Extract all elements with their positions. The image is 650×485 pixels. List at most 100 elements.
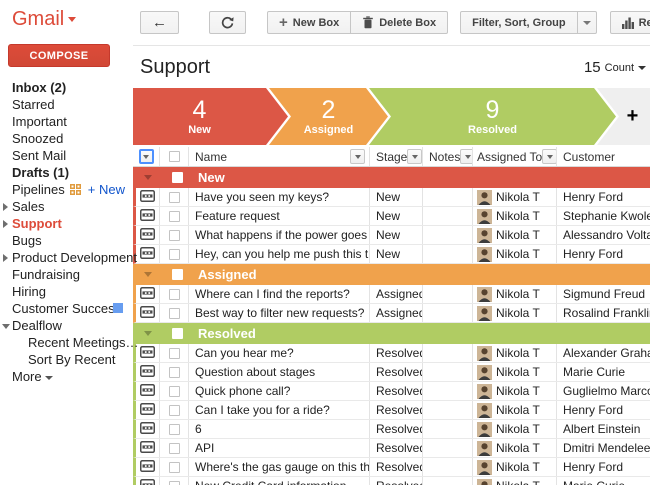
box-icon[interactable] bbox=[140, 383, 155, 399]
row-checkbox[interactable] bbox=[168, 248, 180, 260]
sidebar-item-bugs[interactable]: Bugs bbox=[12, 233, 42, 248]
row-stage[interactable]: Resolved bbox=[370, 439, 423, 457]
row-assigned-cell[interactable]: Nikola T bbox=[473, 285, 557, 303]
table-row[interactable]: Hey, can you help me push this thing? Ne… bbox=[133, 245, 650, 264]
row-checkbox[interactable] bbox=[168, 404, 180, 416]
row-customer[interactable]: Henry Ford bbox=[563, 460, 624, 474]
box-icon[interactable] bbox=[140, 440, 155, 456]
row-name[interactable]: Hey, can you help me push this thing? bbox=[189, 245, 370, 263]
sidebar-item-important[interactable]: Important bbox=[12, 114, 67, 129]
box-icon[interactable] bbox=[140, 189, 155, 205]
table-row[interactable]: What happens if the power goes out? New … bbox=[133, 226, 650, 245]
sidebar-item-dealflow[interactable]: Dealflow bbox=[0, 317, 133, 334]
row-customer[interactable]: Dmitri Mendeleev bbox=[563, 441, 650, 455]
section-header[interactable]: Assigned bbox=[133, 264, 650, 285]
sidebar-item-hiring[interactable]: Hiring bbox=[12, 284, 46, 299]
row-customer[interactable]: Albert Einstein bbox=[563, 422, 641, 436]
sidebar-item-snoozed[interactable]: Snoozed bbox=[12, 131, 64, 146]
row-assigned-cell[interactable]: Nikola T bbox=[473, 401, 557, 419]
name-column-dropdown[interactable] bbox=[350, 149, 365, 164]
row-checkbox[interactable] bbox=[168, 423, 180, 435]
sidebar-item-inbox[interactable]: Inbox (2) bbox=[12, 80, 67, 95]
box-icon[interactable] bbox=[140, 421, 155, 437]
chevron-down-icon[interactable] bbox=[2, 324, 10, 329]
row-assigned-cell[interactable]: Nikola T bbox=[473, 439, 557, 457]
row-assigned-cell[interactable]: Nikola T bbox=[473, 188, 557, 206]
row-checkbox[interactable] bbox=[168, 385, 180, 397]
row-notes[interactable] bbox=[423, 363, 473, 381]
row-customer[interactable]: Rosalind Franklin bbox=[563, 306, 650, 320]
row-notes[interactable] bbox=[423, 207, 473, 225]
table-row[interactable]: New Credit Card information Resolved Nik… bbox=[133, 477, 650, 485]
section-select-checkbox[interactable] bbox=[172, 328, 183, 339]
box-icon[interactable] bbox=[140, 208, 155, 224]
box-icon[interactable] bbox=[140, 345, 155, 361]
row-name[interactable]: Best way to filter new requests? bbox=[189, 304, 370, 322]
row-customer[interactable]: Guglielmo Marconi bbox=[563, 384, 650, 398]
row-customer[interactable]: Alexander Graham Bell bbox=[563, 346, 650, 360]
row-stage[interactable]: Resolved bbox=[370, 401, 423, 419]
row-stage[interactable]: Resolved bbox=[370, 420, 423, 438]
back-button[interactable]: ← bbox=[140, 11, 179, 34]
collapse-section-icon[interactable] bbox=[144, 175, 152, 180]
row-name[interactable]: Can I take you for a ride? bbox=[189, 401, 370, 419]
row-checkbox[interactable] bbox=[168, 442, 180, 454]
row-checkbox[interactable] bbox=[168, 210, 180, 222]
row-assigned-cell[interactable]: Nikola T bbox=[473, 420, 557, 438]
row-notes[interactable] bbox=[423, 458, 473, 476]
row-name[interactable]: Have you seen my keys? bbox=[189, 188, 370, 206]
reports-button[interactable]: Reports bbox=[609, 11, 650, 34]
row-notes[interactable] bbox=[423, 188, 473, 206]
column-header-notes[interactable]: Notes bbox=[423, 147, 473, 166]
column-header-name[interactable]: Name bbox=[189, 147, 370, 166]
table-row[interactable]: Have you seen my keys? New Nikola T Henr… bbox=[133, 188, 650, 207]
filter-sort-group-dropdown[interactable] bbox=[577, 11, 597, 34]
row-customer[interactable]: Sigmund Freud bbox=[563, 287, 646, 301]
row-name[interactable]: Where can I find the reports? bbox=[189, 285, 370, 303]
box-icon[interactable] bbox=[140, 478, 155, 485]
select-all-checkbox[interactable] bbox=[168, 151, 180, 162]
row-assigned-cell[interactable]: Nikola T bbox=[473, 477, 557, 485]
delete-box-button[interactable]: Delete Box bbox=[351, 11, 449, 34]
sidebar-item-more[interactable]: More bbox=[0, 368, 133, 385]
row-checkbox[interactable] bbox=[168, 229, 180, 241]
row-stage[interactable]: New bbox=[370, 207, 423, 225]
table-menu-dropdown[interactable] bbox=[138, 149, 154, 164]
section-header[interactable]: New bbox=[133, 167, 650, 188]
sidebar-item-recent-meetings[interactable]: Recent Meetings… bbox=[28, 335, 139, 350]
gmail-logo[interactable]: Gmail bbox=[0, 8, 133, 31]
table-row[interactable]: Can you hear me? Resolved Nikola T Alexa… bbox=[133, 344, 650, 363]
count-selector[interactable]: 15 Count bbox=[584, 59, 646, 76]
row-name[interactable]: Where's the gas gauge on this thing? bbox=[189, 458, 370, 476]
row-notes[interactable] bbox=[423, 420, 473, 438]
new-box-button[interactable]: + New Box bbox=[267, 11, 352, 34]
row-checkbox[interactable] bbox=[168, 307, 180, 319]
sidebar-item-sort-by-recent[interactable]: Sort By Recent bbox=[28, 352, 116, 367]
row-name[interactable]: New Credit Card information bbox=[189, 477, 370, 485]
row-notes[interactable] bbox=[423, 285, 473, 303]
row-stage[interactable]: Resolved bbox=[370, 458, 423, 476]
table-row[interactable]: Can I take you for a ride? Resolved Niko… bbox=[133, 401, 650, 420]
row-name[interactable]: 6 bbox=[189, 420, 370, 438]
row-name[interactable]: API bbox=[189, 439, 370, 457]
row-notes[interactable] bbox=[423, 344, 473, 362]
sidebar-item-fundraising[interactable]: Fundraising bbox=[12, 267, 80, 282]
table-row[interactable]: Quick phone call? Resolved Nikola T Gugl… bbox=[133, 382, 650, 401]
row-notes[interactable] bbox=[423, 401, 473, 419]
row-checkbox[interactable] bbox=[168, 288, 180, 300]
column-header-customer[interactable]: Customer bbox=[557, 147, 650, 166]
row-assigned-cell[interactable]: Nikola T bbox=[473, 382, 557, 400]
table-row[interactable]: Best way to filter new requests? Assigne… bbox=[133, 304, 650, 323]
row-checkbox[interactable] bbox=[168, 347, 180, 359]
section-header[interactable]: Resolved bbox=[133, 323, 650, 344]
table-row[interactable]: Feature request New Nikola T Stephanie K… bbox=[133, 207, 650, 226]
row-customer[interactable]: Henry Ford bbox=[563, 403, 624, 417]
row-name[interactable]: Feature request bbox=[189, 207, 370, 225]
chevron-right-icon[interactable] bbox=[3, 254, 8, 262]
box-icon[interactable] bbox=[140, 305, 155, 321]
new-pipeline-link[interactable]: + New bbox=[87, 182, 125, 197]
row-assigned-cell[interactable]: Nikola T bbox=[473, 304, 557, 322]
chevron-right-icon[interactable] bbox=[3, 203, 8, 211]
filter-sort-group-button[interactable]: Filter, Sort, Group bbox=[460, 11, 578, 34]
table-row[interactable]: 6 Resolved Nikola T Albert Einstein bbox=[133, 420, 650, 439]
